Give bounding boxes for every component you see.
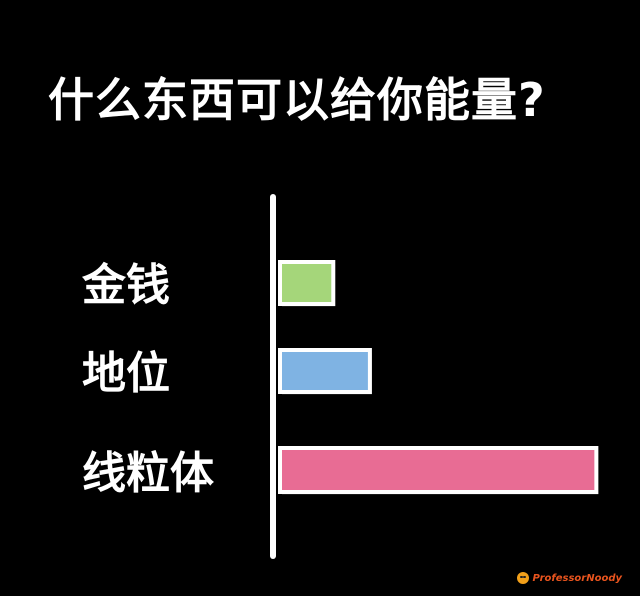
category-label-mitochondria: 线粒体	[82, 448, 214, 499]
bar-status	[278, 348, 372, 394]
chart-title: 什么东西可以给你能量?	[48, 73, 546, 127]
watermark-text: ProfessorNoody	[532, 572, 622, 584]
smiley-face-icon	[516, 572, 529, 584]
bars-group	[278, 260, 599, 495]
category-label-money: 金钱	[81, 260, 170, 311]
bar-mitochondria	[278, 446, 599, 494]
category-label-status: 地位	[82, 348, 170, 399]
watermark: ProfessorNoody	[516, 572, 622, 584]
bar-money	[278, 260, 336, 306]
